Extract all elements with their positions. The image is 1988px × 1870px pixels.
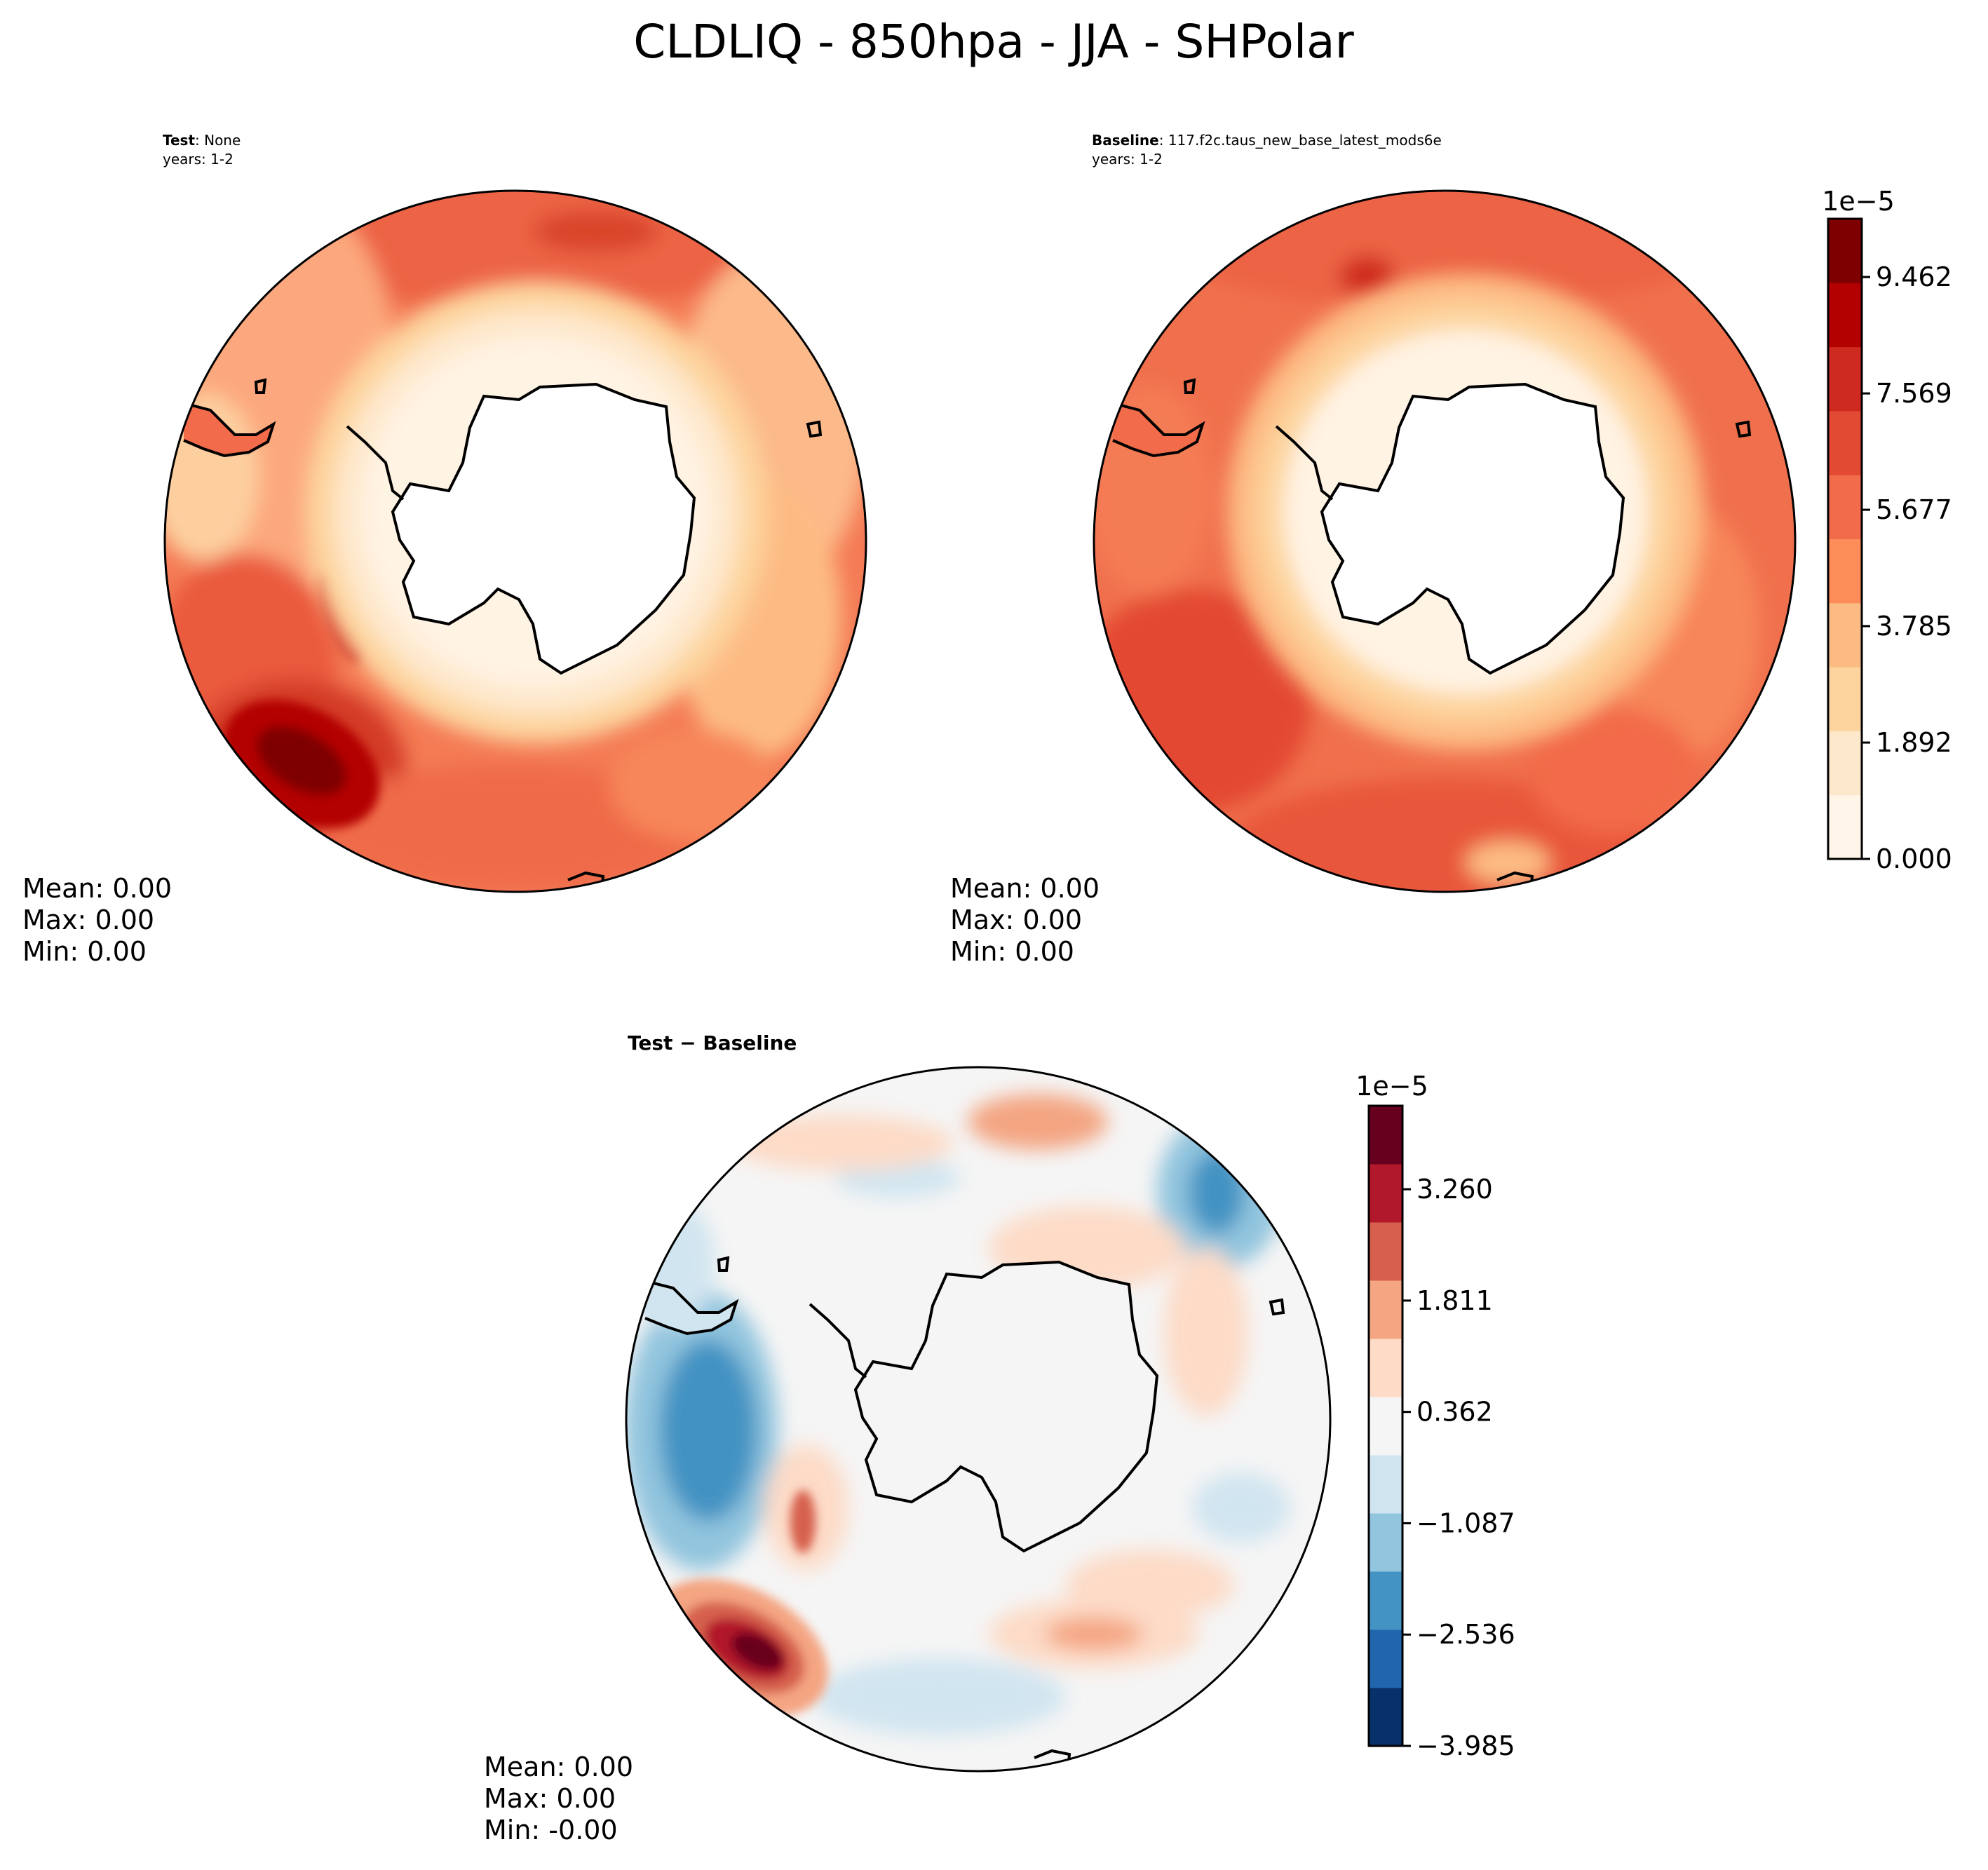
colorbar-main-tick-label: 3.785 [1876,611,1952,642]
colorbar-main-segment [1828,410,1862,475]
colorbar-main-segment [1828,794,1862,860]
colorbar-diff-tick-label: −3.985 [1416,1730,1515,1761]
map-test-border [163,189,867,893]
island-baseline-2 [1183,378,1196,394]
map-baseline-border [1093,189,1797,893]
panel-baseline-label: Baseline: 117.f2c.taus_new_base_latest_m… [1092,132,1442,149]
map-diff-field [626,1094,1290,1735]
colorbar-main-tick-label: 1.892 [1876,727,1952,758]
peninsula-test [346,425,405,501]
map-diff [626,1067,1330,1771]
stats-diff-mean: Mean: 0.00 [484,1752,633,1782]
colorbar-diff-scale: 1e−5 [1355,1071,1428,1102]
island-test-2 [254,378,267,394]
colorbar-main: 1e−5 9.462 7.569 5.677 3.785 1.892 0.000 [1822,186,1952,874]
colorbar-main-segment [1828,602,1862,668]
panel-diff: Test − Baseline [484,1031,1332,1845]
colorbar-main-segment [1828,475,1862,539]
stats-test-max: Max: 0.00 [22,904,154,935]
colorbar-diff-border [1367,1104,1404,1747]
colorbar-diff-tick-label: −1.087 [1416,1507,1515,1538]
colorbar-diff-segment [1369,1339,1402,1397]
figure-title: CLDLIQ - 850hpa - JJA - SHPolar [633,15,1354,69]
panel-test: Test: None years: 1-2 [22,132,867,967]
colorbar-diff-tick-label: −2.536 [1416,1619,1515,1650]
colorbar-diff-segment [1369,1455,1402,1514]
colorbar-diff-segment [1369,1280,1402,1339]
colorbar-diff-segment [1369,1571,1402,1630]
antarctica-baseline [1320,382,1625,675]
island-diff-2 [717,1256,730,1272]
stats-baseline-max: Max: 0.00 [950,904,1082,935]
colorbar-main-border [1827,217,1863,860]
panel-diff-label: Test − Baseline [628,1031,797,1055]
stats-diff-max: Max: 0.00 [484,1783,616,1814]
colorbar-main-segment [1828,731,1862,796]
south-america-diff [644,1280,739,1336]
south-america-baseline [1112,402,1205,458]
colorbar-main-tick-label: 0.000 [1876,843,1952,874]
map-test [165,191,866,892]
colorbar-diff-tick-label: 3.260 [1416,1174,1493,1205]
colorbar-diff: 1e−5 3.260 1.811 0.362 −1.087 −2.536 −3.985 [1355,1071,1515,1761]
map-diff-border [625,1066,1332,1773]
colorbar-diff-segment [1369,1164,1402,1223]
peninsula-baseline [1275,425,1334,501]
colorbar-main-tick-label: 7.569 [1876,378,1952,409]
colorbar-diff-segment [1369,1630,1402,1688]
colorbar-diff-tick-label: 0.362 [1416,1397,1493,1428]
colorbar-diff-segment [1369,1222,1402,1281]
colorbar-main-scale: 1e−5 [1822,186,1895,217]
colorbar-main-segment [1828,667,1862,731]
south-america-test [183,402,276,458]
colorbar-diff-segment [1369,1688,1402,1747]
panel-test-years: years: 1-2 [163,151,234,168]
stats-baseline-mean: Mean: 0.00 [950,873,1100,904]
stats-diff-min: Min: -0.00 [484,1815,618,1845]
peninsula-diff [809,1303,867,1378]
stats-baseline-min: Min: 0.00 [950,936,1074,967]
colorbar-main-segment [1828,219,1862,283]
island-test [806,420,823,438]
stats-test-mean: Mean: 0.00 [22,873,172,904]
map-baseline [1094,191,1795,892]
panel-test-label: Test: None [163,132,241,149]
colorbar-main-tick-label: 9.462 [1876,262,1952,292]
antarctica-diff [853,1260,1159,1553]
antarctica-test [391,382,696,675]
island-diff [1269,1298,1285,1316]
colorbar-diff-segment [1369,1397,1402,1456]
colorbar-diff-segment [1369,1513,1402,1572]
island-baseline [1735,420,1752,438]
panel-baseline-years: years: 1-2 [1092,151,1163,168]
colorbar-main-segment [1828,346,1862,412]
stats-test-min: Min: 0.00 [22,936,147,967]
colorbar-diff-segment [1369,1106,1402,1165]
panel-baseline: Baseline: 117.f2c.taus_new_base_latest_m… [950,132,1797,967]
colorbar-main-segment [1828,283,1862,348]
colorbar-main-tick-label: 5.677 [1876,494,1952,525]
colorbar-diff-tick-label: 1.811 [1416,1285,1493,1316]
colorbar-main-segment [1828,538,1862,604]
